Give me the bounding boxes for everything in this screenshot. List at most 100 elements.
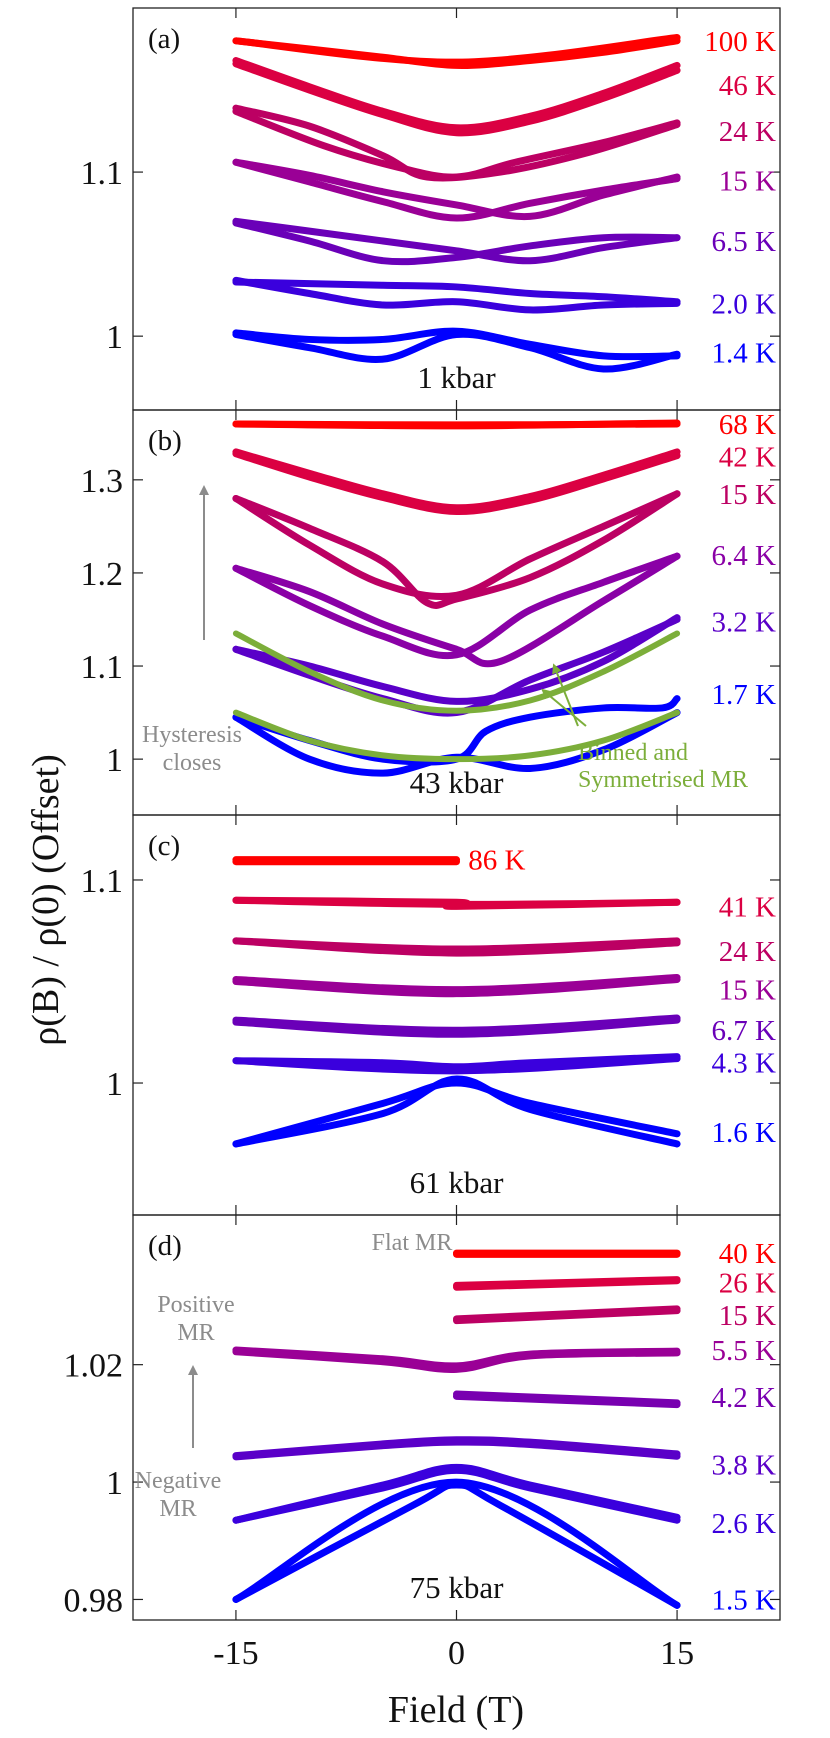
series-line-down	[232, 419, 681, 430]
series-15-K: 15 K	[232, 973, 776, 1007]
panel-label: (d)	[148, 1230, 182, 1262]
series-4p3-K: 4.3 K	[232, 1048, 777, 1080]
series-4p2-K: 4.2 K	[453, 1382, 777, 1414]
pressure-label: 75 kbar	[410, 1570, 505, 1605]
temperature-label: 40 K	[719, 1238, 776, 1270]
series-100-K: 100 K	[232, 26, 776, 69]
temperature-label: 15 K	[719, 479, 776, 511]
annotation-line: closes	[163, 750, 222, 776]
series-46-K: 46 K	[232, 57, 776, 137]
annotation-line: Hysteresis	[142, 722, 242, 748]
positive-mr-annotation: Positive MR	[157, 1292, 234, 1346]
annotation-line: MR	[177, 1320, 214, 1346]
annotation-line: MR	[159, 1496, 196, 1522]
x-tick-label: 0	[448, 1635, 465, 1672]
series-41-K: 41 K	[232, 891, 776, 923]
series-line-down	[232, 1481, 681, 1609]
series-40-K: 40 K	[453, 1238, 776, 1270]
y-tick-label: 1.1	[81, 649, 124, 686]
series-1p5-K: 1.5 K	[232, 1478, 776, 1616]
temperature-label: 6.4 K	[712, 540, 777, 572]
temperature-label: 41 K	[719, 891, 776, 923]
x-tick-label: -15	[213, 1635, 258, 1672]
panel-a: 1 1.1 100 K 46 K 24 K 15 K 6.5 K 2.0 K 1.4 K (a) 1…	[81, 7, 781, 411]
series-line-down	[232, 158, 681, 222]
series-1p6-K: 1.6 K	[232, 1075, 777, 1149]
temperature-label: 42 K	[719, 442, 776, 474]
series-24-K: 24 K	[232, 936, 776, 968]
series-68-K: 68 K	[232, 409, 776, 441]
panel-label: (c)	[148, 830, 180, 862]
series-line-up	[232, 1053, 681, 1071]
series-26-K: 26 K	[453, 1268, 776, 1300]
y-tick-label: 1.02	[64, 1348, 124, 1385]
panel-b: 1 1.1 1.2 1.3 68 K42 K 15 K 6.4 K 3.2 K 1.7 K (b)…	[81, 409, 781, 816]
temperature-label: 3.8 K	[712, 1449, 777, 1481]
y-tick-label: 1	[106, 1465, 123, 1502]
panel-label: (a)	[148, 23, 180, 55]
y-tick-label: 1	[106, 319, 123, 356]
y-tick-label: 1	[106, 1066, 123, 1103]
temperature-label: 46 K	[719, 70, 776, 102]
temperature-label: 100 K	[704, 26, 776, 58]
series-line-down	[232, 490, 681, 609]
series-line-up	[232, 158, 681, 221]
series-line-down	[232, 450, 681, 515]
series-15-K: 15 K	[453, 1300, 776, 1332]
x-tick-label: 15	[660, 1635, 694, 1672]
annotation-line: Symmetrised MR	[578, 767, 748, 793]
x-axis-label: Field (T)	[388, 1689, 524, 1731]
series-1p4-K: 1.4 K	[232, 327, 776, 373]
plot-area: 1 1.1 100 K 46 K 24 K 15 K 6.5 K 2.0 K 1.4 K (a) 1…	[64, 7, 781, 1672]
y-tick-label: 1	[106, 742, 123, 779]
series-line-down	[453, 1392, 681, 1409]
temperature-label: 15 K	[719, 165, 776, 197]
series-15-K: 15 K	[232, 158, 776, 222]
temperature-label: 2.0 K	[712, 288, 777, 320]
temperature-label: 24 K	[719, 936, 776, 968]
series-line-up	[232, 278, 681, 306]
annotation-line: Binned and	[578, 740, 688, 766]
temperature-label: 4.2 K	[712, 1382, 777, 1414]
pressure-label: 1 kbar	[417, 360, 496, 395]
series-line-down	[232, 1348, 681, 1373]
series-line-down	[232, 60, 681, 137]
series-2p6-K: 2.6 K	[232, 1463, 777, 1540]
symmetrised-mr-line	[232, 709, 681, 763]
series-line-down	[453, 1277, 681, 1291]
temperature-label: 5.5 K	[712, 1335, 777, 1367]
temperature-label: 2.6 K	[712, 1508, 777, 1540]
temperature-label: 6.5 K	[712, 226, 777, 258]
binned-arrow-2	[552, 663, 579, 727]
series-line-down	[232, 552, 681, 668]
series-line-down	[453, 1307, 681, 1325]
series-line-down	[232, 330, 681, 373]
series-6p4-K: 6.4 K	[232, 540, 777, 668]
series-24-K: 24 K	[232, 104, 776, 182]
flat-mr-annotation: Flat MR	[372, 1230, 453, 1256]
symmetrised-mr-line	[232, 630, 681, 714]
pressure-label: 43 kbar	[410, 765, 505, 800]
hysteresis-annotation: Hysteresis closes	[142, 722, 242, 776]
series-line-up	[232, 1463, 681, 1524]
panel-label: (b)	[148, 425, 182, 457]
series-15-K: 15 K	[232, 479, 776, 609]
series-5p5-K: 5.5 K	[232, 1335, 777, 1373]
series-line-down	[232, 1075, 681, 1148]
series-line-down	[232, 107, 681, 181]
temperature-label: 4.3 K	[712, 1048, 777, 1080]
series-line-up	[232, 1079, 681, 1148]
panel-frame	[132, 814, 781, 1216]
pressure-label: 61 kbar	[410, 1165, 505, 1200]
series-line-down	[232, 896, 681, 908]
binned-arrow-1	[541, 688, 587, 727]
series-line-down	[232, 1466, 681, 1524]
series-86-K: 86 K	[232, 845, 526, 877]
series-line-down	[232, 975, 681, 998]
series-line-down	[232, 34, 681, 66]
series-6p7-K: 6.7 K	[232, 1014, 776, 1047]
temperature-label: 1.6 K	[712, 1117, 777, 1149]
panel-d: 0.98 1 1.02 40 K26 K15 K5.5 K 4.2 K 3.8 K 2.6 …	[64, 1214, 781, 1621]
temperature-label: 24 K	[719, 116, 776, 148]
